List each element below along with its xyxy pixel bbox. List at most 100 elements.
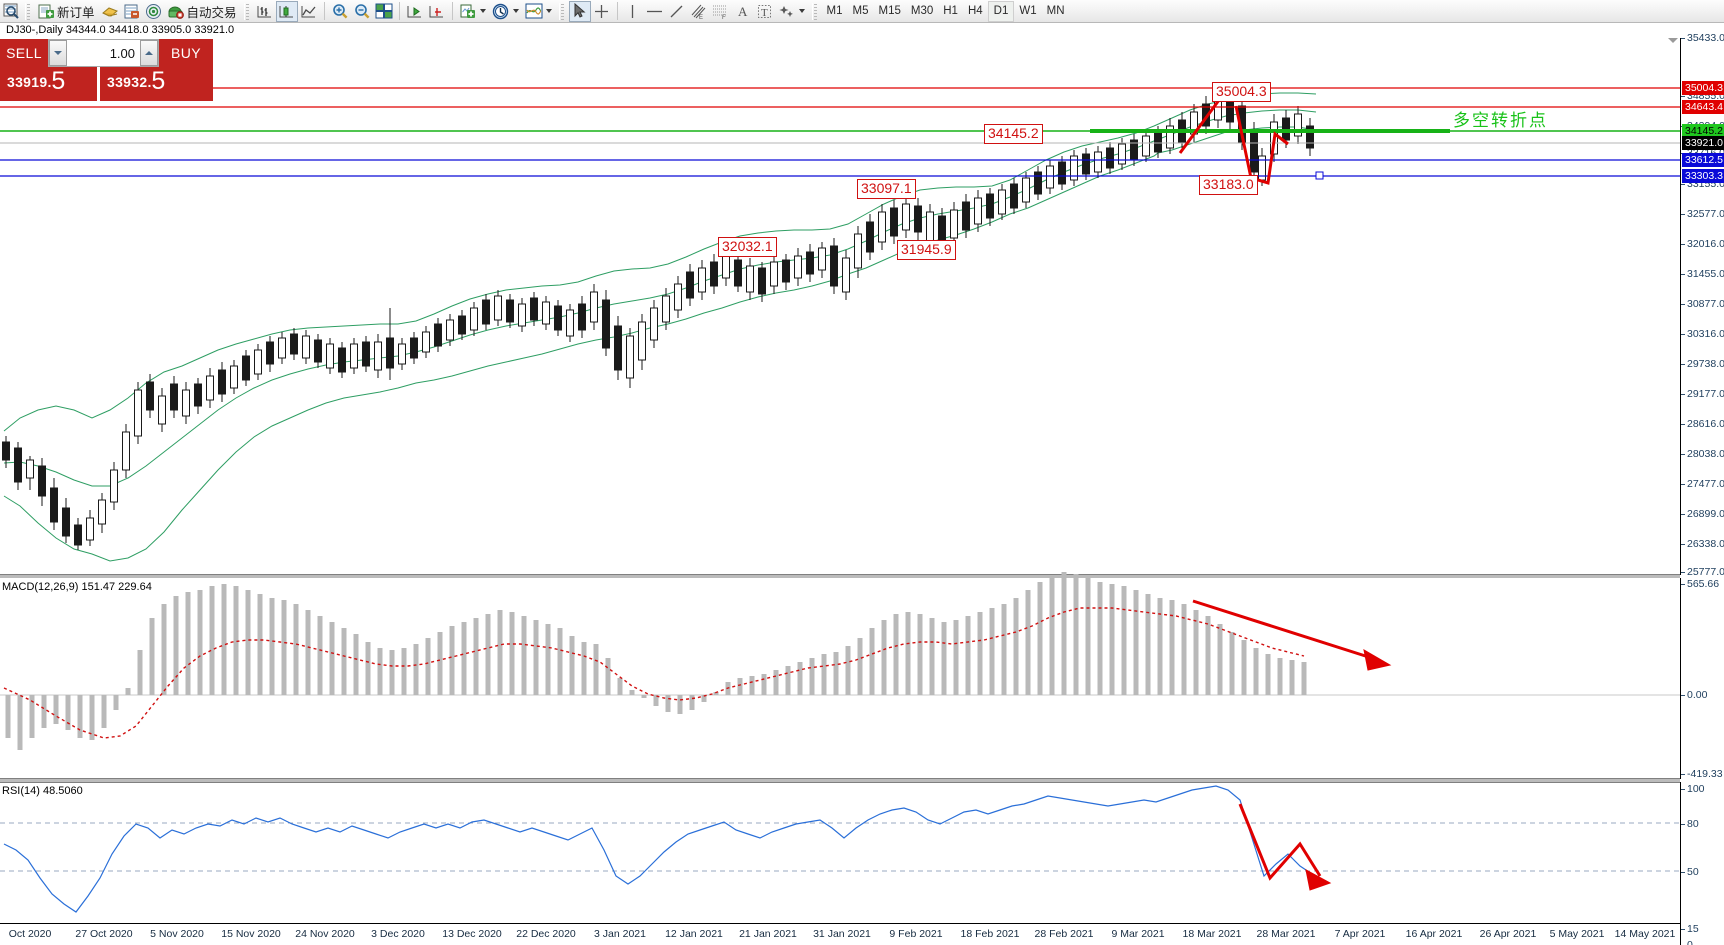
chinese-annotation-note[interactable]: 多空转折点 [1453, 111, 1548, 131]
price-badge-resistance-2[interactable]: 34643.4 [1682, 100, 1724, 114]
cursor-icon[interactable] [568, 0, 591, 22]
indicators-dropdown-caret[interactable] [479, 9, 486, 13]
toolbar-separator-2 [398, 2, 400, 20]
trendline-icon[interactable] [666, 1, 688, 22]
expert-advisors-icon[interactable] [99, 1, 121, 22]
periods-icon[interactable] [490, 1, 512, 22]
timeframe-mn[interactable]: MN [1046, 5, 1065, 17]
chart-shift-icon[interactable] [426, 1, 448, 22]
templates-dropdown-caret[interactable] [545, 9, 552, 13]
date-tick: 3 Dec 2020 [371, 928, 425, 940]
new-order-icon[interactable] [35, 1, 57, 22]
date-tick: 31 Jan 2021 [813, 928, 871, 940]
timeframe-h4[interactable]: H4 [967, 5, 983, 17]
price-badge-pivot[interactable]: 34145.2 [1682, 124, 1724, 138]
annotation-tag-35004[interactable]: 35004.3 [1212, 82, 1271, 102]
axis-tick: 30877.0 [1681, 298, 1724, 310]
chart-canvas[interactable] [0, 38, 1680, 945]
volume-stepper[interactable]: 1.00 [48, 39, 159, 67]
vertical-line-icon[interactable] [622, 1, 644, 22]
ask-price[interactable]: 33932. 5 [97, 67, 213, 101]
terminal-icon[interactable] [165, 1, 187, 22]
date-tick: 7 Apr 2021 [1334, 928, 1386, 940]
crosshair-icon[interactable] [591, 1, 613, 22]
buy-button[interactable]: BUY [159, 39, 213, 67]
toolbar-separator [323, 2, 325, 20]
date-tick: 14 May 2021 [1614, 928, 1676, 940]
axis-tick: 0 [1681, 939, 1693, 945]
one-click-trading-panel[interactable]: SELL 1.00 BUY 33919. 5 33932. 5 [0, 39, 213, 101]
timeframe-m5[interactable]: M5 [852, 5, 869, 17]
bar-chart-icon[interactable] [254, 1, 276, 22]
axis-tick: 35433.0 [1681, 32, 1724, 44]
navigator-icon[interactable] [143, 1, 165, 22]
macd-trend-arrow [1192, 599, 1392, 671]
zoom-out-icon[interactable] [351, 1, 373, 22]
fibonacci-retracement-icon[interactable]: F [710, 1, 732, 22]
macd-signal-line [3, 607, 1305, 739]
date-tick: 27 Oct 2020 [75, 928, 133, 940]
line-chart-icon[interactable] [298, 1, 320, 22]
zoom-in-icon[interactable] [329, 1, 351, 22]
horizontal-line-icon[interactable] [644, 1, 666, 22]
tile-windows-icon[interactable] [373, 1, 395, 22]
volume-decrease-button[interactable] [49, 40, 67, 66]
axis-tick: 30316.0 [1681, 328, 1724, 340]
timeframe-m15[interactable]: M15 [878, 5, 901, 17]
timeframe-m30[interactable]: M30 [910, 5, 934, 17]
shapes-dropdown-caret[interactable] [798, 9, 805, 13]
axis-tick: 26338.0 [1681, 538, 1724, 550]
price-badge-current[interactable]: 33921.0 [1682, 136, 1724, 150]
bid-price[interactable]: 33919. 5 [0, 67, 97, 101]
toolbar-grip-2[interactable] [243, 2, 251, 20]
manual-trend-drawing [1178, 95, 1289, 185]
toolbar-grip-3[interactable] [558, 2, 566, 20]
date-tick: 15 Nov 2020 [221, 928, 281, 940]
autotrading-label[interactable]: 自动交易 [186, 5, 237, 20]
price-badge-resistance-1[interactable]: 35004.3 [1682, 81, 1724, 95]
new-order-label[interactable]: 新订单 [57, 5, 95, 20]
date-tick: 12 Jan 2021 [665, 928, 723, 940]
timeframe-h1[interactable]: H1 [943, 5, 958, 17]
volume-increase-button[interactable] [140, 40, 158, 66]
date-tick: 3 Jan 2021 [594, 928, 646, 940]
date-tick: 5 Nov 2020 [150, 928, 204, 940]
chart-area[interactable]: 35004.3 34145.2 33097.1 32032.1 31945.9 … [0, 32, 1724, 945]
rsi-axis[interactable]: 100 80 50 15 0 [1680, 782, 1724, 945]
price-badge-support-2[interactable]: 33303.3 [1682, 169, 1724, 183]
timeframe-w1[interactable]: W1 [1019, 5, 1037, 17]
ask-price-separator: . [147, 74, 152, 90]
annotation-tag-32032[interactable]: 32032.1 [718, 237, 777, 257]
annotation-tag-31945[interactable]: 31945.9 [897, 240, 956, 260]
date-axis[interactable]: Oct 2020 27 Oct 2020 5 Nov 2020 15 Nov 2… [0, 923, 1680, 945]
date-tick: 16 Apr 2021 [1405, 928, 1463, 940]
volume-input[interactable]: 1.00 [67, 40, 140, 66]
axis-tick: 29177.0 [1681, 388, 1724, 400]
text-icon[interactable]: A [732, 1, 754, 22]
auto-scroll-icon[interactable] [404, 1, 426, 22]
macd-axis[interactable]: 565.66 0.00 -419.33 [1680, 578, 1724, 780]
chart-scroll-up-arrow[interactable] [1668, 38, 1678, 48]
indicators-icon[interactable] [457, 1, 479, 22]
shapes-icon[interactable] [776, 1, 798, 22]
toolbar-grip[interactable] [25, 2, 32, 20]
periods-dropdown-caret[interactable] [512, 9, 519, 13]
timeframe-d1[interactable]: D1 [987, 0, 1015, 22]
timeframe-m1[interactable]: M1 [826, 5, 843, 17]
date-tick: 5 May 2021 [1549, 928, 1605, 940]
sell-button[interactable]: SELL [0, 39, 48, 67]
templates-icon[interactable] [523, 1, 545, 22]
price-badge-support-1[interactable]: 33612.5 [1682, 153, 1724, 167]
rsi-trend-arrow [1238, 803, 1332, 891]
annotation-tag-34145[interactable]: 34145.2 [984, 124, 1043, 144]
text-label-icon[interactable]: T [754, 1, 776, 22]
toolbar-grip-4[interactable] [811, 2, 819, 20]
equidistant-channel-icon[interactable]: E [688, 1, 710, 22]
annotation-tag-33183[interactable]: 33183.0 [1199, 175, 1258, 195]
annotation-tag-33097[interactable]: 33097.1 [857, 179, 916, 199]
candlestick-chart-icon[interactable] [275, 0, 298, 22]
data-window-icon[interactable] [121, 1, 143, 22]
rsi-indicator-title: RSI(14) 48.5060 [2, 785, 83, 797]
zoom-symbol-icon[interactable] [0, 1, 22, 22]
price-axis[interactable]: 35433.0 34855.0 34294.0 33716.0 33155.0 … [1680, 32, 1724, 578]
